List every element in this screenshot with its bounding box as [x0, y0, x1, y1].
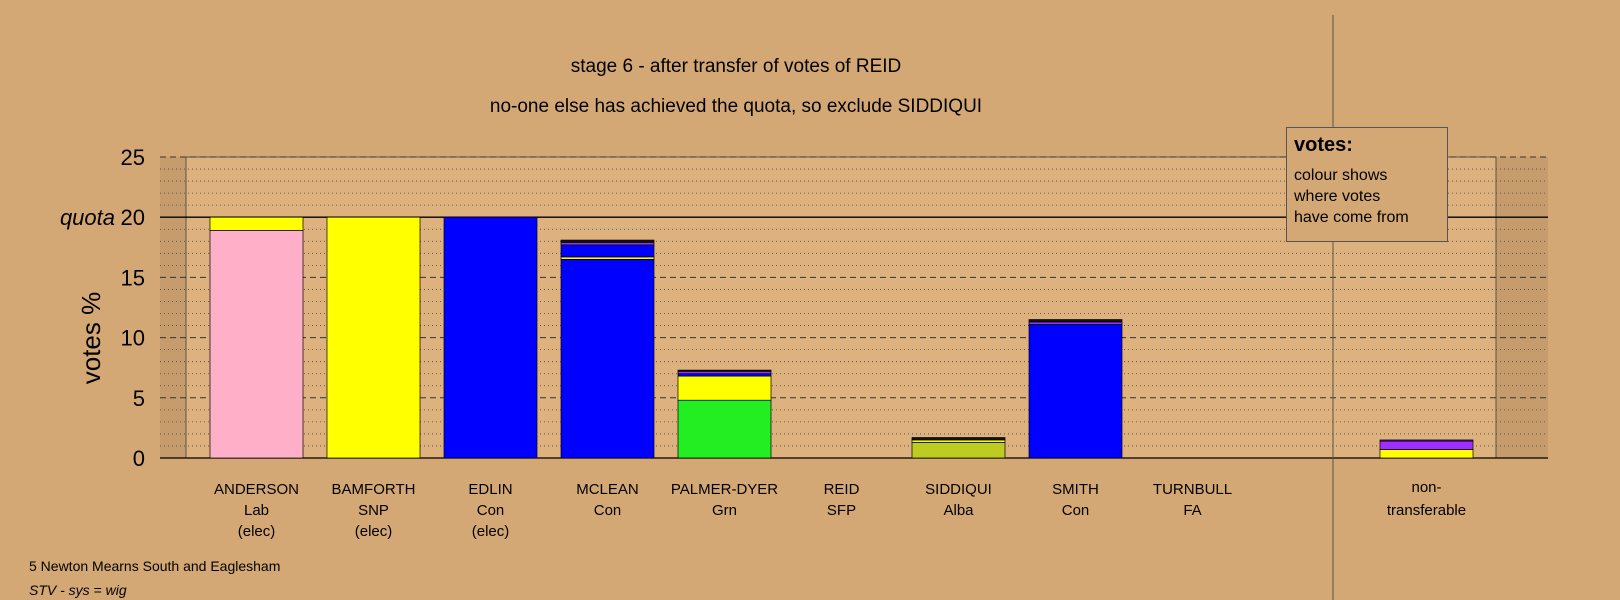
candidate-party-label: SNP	[358, 502, 389, 519]
quota-label: quota	[60, 205, 115, 230]
y-tick-label: 10	[121, 326, 145, 351]
legend-box: votes: colour shows where votes have com…	[1286, 127, 1448, 242]
legend-line-3: have come from	[1294, 209, 1409, 226]
bar-palmer-dyer-segment	[677, 369, 772, 372]
candidate-name-label: SMITH	[1052, 481, 1099, 498]
bar-siddiqui-segment	[911, 437, 1006, 441]
bar-anderson-segment	[209, 216, 304, 231]
y-tick-label: 15	[121, 265, 145, 290]
candidate-name-label: EDLIN	[468, 481, 512, 498]
bar-bamforth-segment	[326, 216, 421, 459]
candidate-party-label: Con	[594, 502, 622, 519]
bar-siddiqui-segment	[911, 439, 1006, 443]
plot-margin-right	[1496, 157, 1548, 458]
candidate-party-label: Grn	[712, 502, 737, 519]
bar-palmer-dyer-segment	[677, 373, 772, 377]
bar-siddiqui-segment	[911, 441, 1006, 459]
candidate-name-label: TURNBULL	[1153, 481, 1232, 498]
legend-line-2: where votes	[1294, 188, 1381, 205]
y-tick-label: 5	[133, 386, 145, 411]
bar-mclean-segment	[560, 244, 655, 258]
bar-smith-segment	[1028, 319, 1123, 323]
candidate-name-label: REID	[824, 481, 860, 498]
candidate-status-label: (elec)	[355, 523, 393, 540]
candidate-name-label: ANDERSON	[214, 481, 299, 498]
constituency-label: 5 Newton Mearns South and Eaglesham	[29, 558, 281, 574]
bar-mclean-segment	[560, 258, 655, 459]
candidate-name-label: BAMFORTH	[332, 481, 416, 498]
chart-title: stage 6 - after transfer of votes of REI…	[571, 56, 902, 77]
nontransferable-label-1: non-	[1411, 479, 1441, 496]
candidate-name-label: SIDDIQUI	[925, 481, 992, 498]
bar-palmer-dyer-segment	[677, 370, 772, 375]
candidate-name-label: MCLEAN	[576, 481, 639, 498]
bar-anderson-segment	[209, 230, 304, 459]
bar-mclean-segment	[560, 242, 655, 246]
bar-nontransferable-segment	[1379, 440, 1474, 450]
candidate-party-label: Con	[1062, 502, 1090, 519]
bar-mclean-segment	[560, 256, 655, 260]
candidate-party-label: Con	[477, 502, 505, 519]
bar-palmer-dyer-segment	[677, 375, 772, 401]
bar-smith-segment	[1028, 324, 1123, 459]
nontransferable-label-2: transferable	[1387, 502, 1466, 519]
candidate-party-label: FA	[1183, 502, 1201, 519]
y-tick-label: 20	[121, 205, 145, 230]
y-tick-label: 25	[121, 145, 145, 170]
candidate-status-label: (elec)	[472, 523, 510, 540]
bar-palmer-dyer-segment	[677, 399, 772, 459]
bar-nontransferable-segment	[1379, 439, 1474, 442]
candidate-party-label: Alba	[943, 502, 974, 519]
legend-title: votes:	[1294, 134, 1353, 156]
bar-mclean-segment	[560, 239, 655, 243]
candidate-party-label: Lab	[244, 502, 269, 519]
y-axis-label: votes %	[76, 292, 106, 385]
chart-subtitle: no-one else has achieved the quota, so e…	[490, 96, 982, 117]
bar-nontransferable-segment	[1379, 449, 1474, 459]
plot-margin-left	[160, 157, 186, 458]
legend-line-1: colour shows	[1294, 167, 1388, 184]
y-tick-label: 0	[133, 446, 145, 471]
bar-smith-segment	[1028, 321, 1123, 325]
system-label: STV - sys = wig	[29, 582, 127, 598]
candidate-party-label: SFP	[827, 502, 856, 519]
candidate-name-label: PALMER-DYER	[671, 481, 778, 498]
bar-edlin-segment	[443, 216, 538, 459]
candidate-status-label: (elec)	[238, 523, 276, 540]
